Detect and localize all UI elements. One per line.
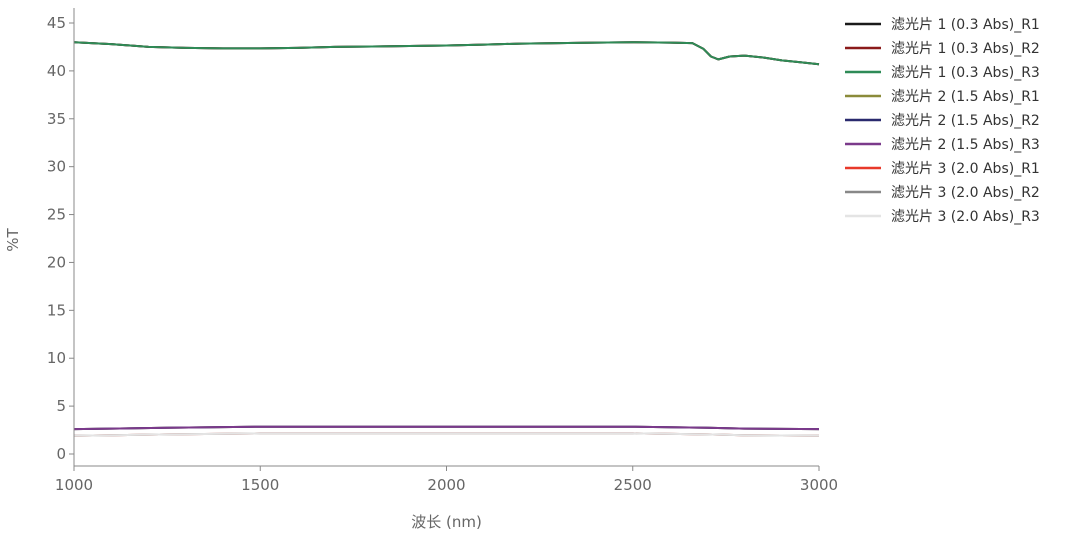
legend-label: 滤光片 1 (0.3 Abs)_R3 [891,65,1040,81]
series-line-6 [73,425,820,431]
legend-item[interactable]: 滤光片 1 (0.3 Abs)_R1 [845,17,1040,33]
legend-item[interactable]: 滤光片 1 (0.3 Abs)_R3 [845,65,1040,81]
legend-item[interactable]: 滤光片 3 (2.0 Abs)_R3 [845,209,1040,225]
legend-item[interactable]: 滤光片 2 (1.5 Abs)_R1 [845,89,1040,105]
x-tick-label: 2500 [614,476,652,494]
legend: 滤光片 1 (0.3 Abs)_R1 滤光片 1 (0.3 Abs)_R2 滤光片 … [845,17,1040,225]
y-tick-label: 20 [47,253,66,271]
legend-label: 滤光片 3 (2.0 Abs)_R1 [891,161,1040,177]
legend-item[interactable]: 滤光片 2 (1.5 Abs)_R3 [845,137,1040,153]
y-tick-label: 5 [56,397,66,415]
legend-label: 滤光片 2 (1.5 Abs)_R2 [891,113,1040,129]
y-tick-label: 35 [47,110,66,128]
x-axis-title: 波长 (nm) [411,513,482,531]
legend-item[interactable]: 滤光片 3 (2.0 Abs)_R1 [845,161,1040,177]
legend-label: 滤光片 2 (1.5 Abs)_R1 [891,89,1040,105]
legend-item[interactable]: 滤光片 1 (0.3 Abs)_R2 [845,41,1040,57]
series-line-9 [73,432,820,437]
series-lines [73,41,820,437]
y-tick-label: 15 [47,301,66,319]
y-axis-title: %T [4,227,22,251]
y-tick-label: 40 [47,62,66,80]
legend-label: 滤光片 1 (0.3 Abs)_R2 [891,41,1040,57]
legend-item[interactable]: 滤光片 2 (1.5 Abs)_R2 [845,113,1040,129]
y-tick-label: 10 [47,349,66,367]
y-axis-ticks: 0 5 10 15 20 25 30 35 40 45 [47,14,74,463]
series-line-3 [73,41,820,66]
legend-label: 滤光片 1 (0.3 Abs)_R1 [891,17,1040,33]
legend-item[interactable]: 滤光片 3 (2.0 Abs)_R2 [845,185,1040,201]
x-axis-ticks: 1000 1500 2000 2500 3000 [55,466,838,494]
y-tick-label: 25 [47,206,66,224]
legend-label: 滤光片 2 (1.5 Abs)_R3 [891,137,1040,153]
y-tick-label: 30 [47,158,66,176]
legend-label: 滤光片 3 (2.0 Abs)_R3 [891,209,1040,225]
x-tick-label: 1500 [241,476,279,494]
legend-label: 滤光片 3 (2.0 Abs)_R2 [891,185,1040,201]
x-tick-label: 1000 [55,476,93,494]
x-tick-label: 2000 [427,476,465,494]
x-tick-label: 3000 [800,476,838,494]
y-tick-label: 45 [47,14,66,32]
y-tick-label: 0 [56,445,66,463]
